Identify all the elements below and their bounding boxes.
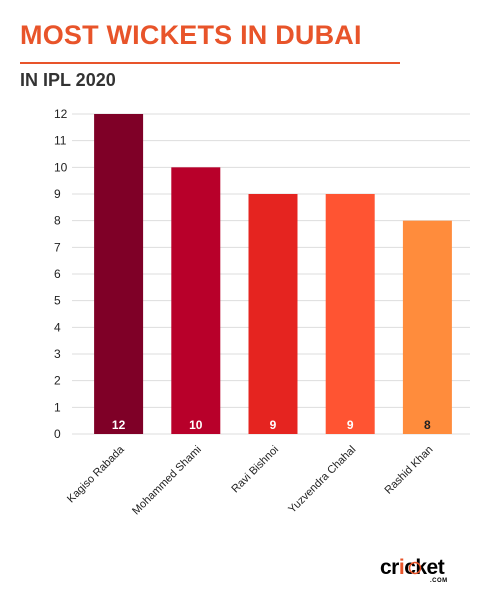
bar: [248, 194, 298, 434]
y-tick-label: 6: [54, 267, 61, 281]
ball-icon: [408, 561, 422, 575]
y-tick-label: 7: [54, 240, 61, 254]
x-tick-label: Rashid Khan: [382, 444, 435, 497]
x-tick-label: Mohammed Shami: [130, 444, 204, 518]
y-tick-label: 1: [54, 400, 61, 414]
chart-title: MOST WICKETS IN DUBAI: [20, 20, 362, 50]
y-tick-label: 10: [54, 160, 68, 174]
bars: [94, 114, 452, 434]
y-tick-label: 3: [54, 347, 61, 361]
data-labels: 12 10 9 9 8: [112, 418, 431, 432]
logo-text-i: i: [399, 556, 404, 579]
bar: [325, 194, 375, 434]
bar: [94, 114, 144, 434]
y-tick-label: 4: [54, 320, 61, 334]
x-tick-label: Yuzvendra Chahal: [286, 444, 358, 516]
bar: [402, 220, 452, 434]
y-tick-label: 0: [54, 427, 61, 441]
logo-text-rest: cket: [404, 556, 445, 579]
logo-domain: .COM: [430, 578, 448, 584]
cricket-com-logo: cricket .COM: [380, 555, 460, 585]
y-tick-label: 8: [54, 214, 61, 228]
logo-text: cr: [380, 556, 399, 579]
y-tick-label: 12: [54, 107, 68, 121]
x-tick-label: Kagiso Rabada: [65, 443, 127, 505]
data-label: 9: [347, 418, 354, 432]
data-label: 8: [424, 418, 431, 432]
data-label: 10: [189, 418, 203, 432]
x-axis-ticks: Kagiso Rabada Mohammed Shami Ravi Bishnoi Y…: [65, 443, 435, 517]
x-tick-label: Ravi Bishnoi: [229, 444, 281, 496]
y-tick-label: 5: [54, 294, 61, 308]
y-tick-label: 2: [54, 374, 61, 388]
data-label: 9: [270, 418, 277, 432]
chart-subtitle: IN IPL 2020: [20, 70, 116, 90]
data-label: 12: [112, 418, 126, 432]
y-tick-label: 11: [54, 134, 67, 148]
svg-text:cricket: cricket: [380, 556, 445, 579]
title-underline: [20, 62, 400, 64]
bar: [171, 167, 221, 434]
y-tick-label: 9: [54, 187, 61, 201]
